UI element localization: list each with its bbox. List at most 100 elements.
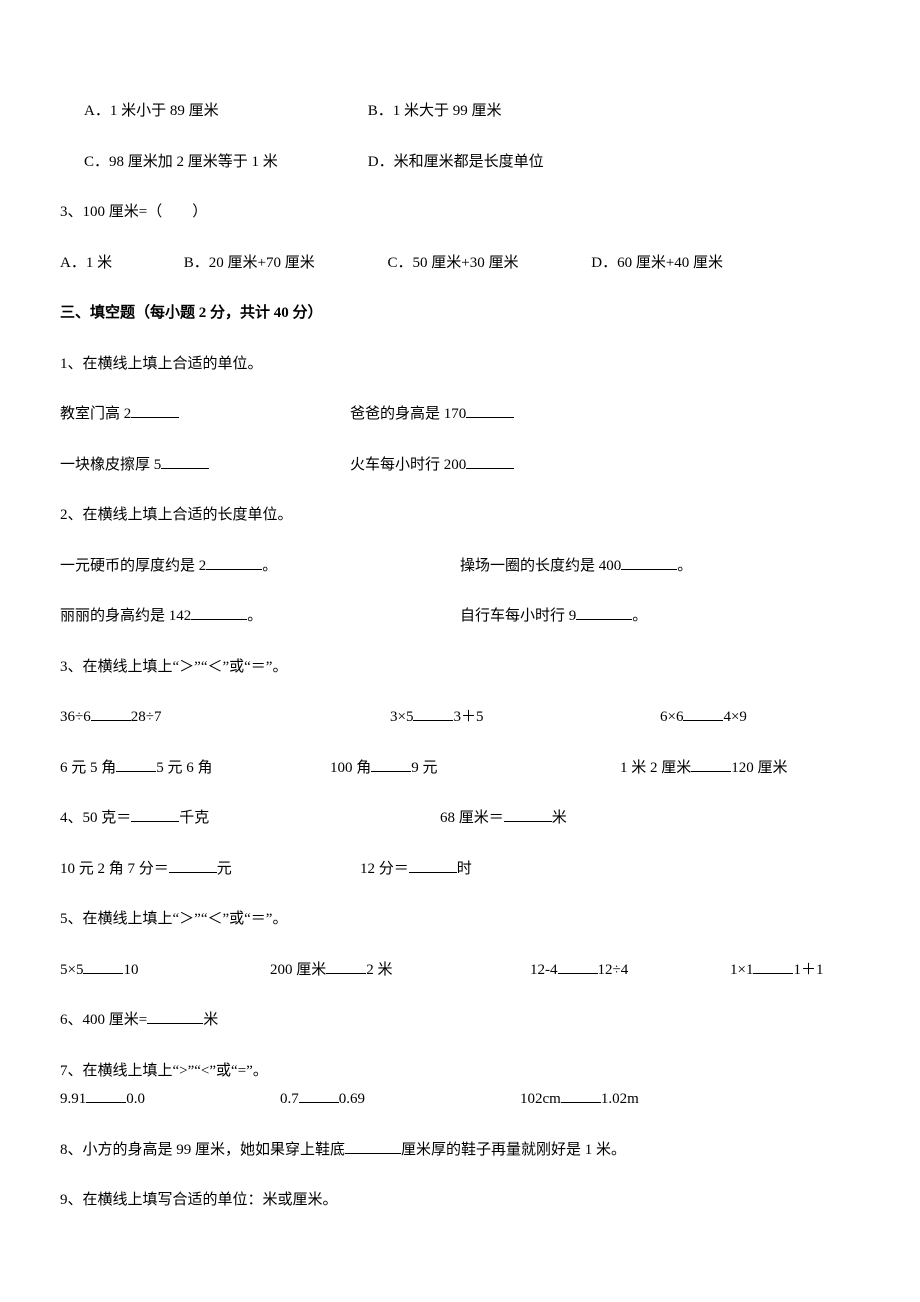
s3-q4-c-pre: 10 元 2 角 7 分＝ <box>60 861 169 877</box>
s3-q5-stem: 5、在横线上填上“＞”“＜”或“＝”。 <box>60 908 860 931</box>
s3-q1-a: 教室门高 2 <box>60 406 131 422</box>
s3-q3-e-post: 9 元 <box>411 760 437 776</box>
s3-q4-d-post: 时 <box>457 861 472 877</box>
q3-option-a: A．1 米 <box>60 252 180 275</box>
s3-q3-row1: 36÷6 28÷7 3×5 3＋5 6×6 4×9 <box>60 706 860 729</box>
blank[interactable] <box>147 1009 203 1024</box>
s3-q5-a-post: 10 <box>123 962 138 978</box>
s3-q3-b-pre: 3×5 <box>390 709 413 725</box>
s3-q7-row: 9.91 0.0 0.7 0.69 102cm 1.02m <box>60 1088 860 1111</box>
q2-option-b: B．1 米大于 99 厘米 <box>368 103 502 119</box>
s3-q6: 6、400 厘米=米 <box>60 1009 860 1032</box>
s3-q2-a-post: 。 <box>262 558 277 574</box>
s3-q1-c: 一块橡皮擦厚 5 <box>60 457 161 473</box>
s3-q3-f-pre: 1 米 2 厘米 <box>620 760 691 776</box>
s3-q3-d-pre: 6 元 5 角 <box>60 760 116 776</box>
blank[interactable] <box>345 1139 401 1154</box>
q3-option-d: D．60 厘米+40 厘米 <box>591 255 723 271</box>
s3-q9: 9、在横线上填写合适的单位：米或厘米。 <box>60 1189 860 1212</box>
s3-q5-d-pre: 1×1 <box>730 962 753 978</box>
s3-q5-b-post: 2 米 <box>366 962 392 978</box>
s3-q7-stem: 7、在横线上填上“>”“<”或“=”。 <box>60 1060 860 1083</box>
blank[interactable] <box>691 757 731 772</box>
blank[interactable] <box>206 555 262 570</box>
s3-q6-post: 米 <box>203 1012 218 1028</box>
blank[interactable] <box>504 807 552 822</box>
s3-q7-c-pre: 102cm <box>520 1091 561 1107</box>
s3-q4-row1: 4、50 克＝ 千克 68 厘米＝ 米 <box>60 807 860 830</box>
blank[interactable] <box>409 858 457 873</box>
s3-q4-a-post: 千克 <box>179 810 209 826</box>
s3-q3-c-pre: 6×6 <box>660 709 683 725</box>
q2-option-c: C．98 厘米加 2 厘米等于 1 米 <box>84 151 364 174</box>
s3-q8-pre: 8、小方的身高是 99 厘米，她如果穿上鞋底 <box>60 1142 345 1158</box>
q2-option-d: D．米和厘米都是长度单位 <box>368 154 544 170</box>
blank[interactable] <box>91 706 131 721</box>
s3-q3-e-pre: 100 角 <box>330 760 371 776</box>
blank[interactable] <box>753 959 793 974</box>
s3-q4-d-pre: 12 分＝ <box>360 861 409 877</box>
q3-option-b: B．20 厘米+70 厘米 <box>184 252 384 275</box>
blank[interactable] <box>191 605 247 620</box>
blank[interactable] <box>466 403 514 418</box>
s3-q2-row1: 一元硬币的厚度约是 2。 操场一圈的长度约是 400。 <box>60 555 860 578</box>
s3-q4-row2: 10 元 2 角 7 分＝元 12 分＝时 <box>60 858 860 881</box>
blank[interactable] <box>466 454 514 469</box>
s3-q5-row: 5×510 200 厘米2 米 12-412÷4 1×11＋1 <box>60 959 860 982</box>
blank[interactable] <box>131 403 179 418</box>
s3-q4-a-pre: 4、50 克＝ <box>60 810 131 826</box>
s3-q5-d-post: 1＋1 <box>793 962 823 978</box>
q3-options: A．1 米 B．20 厘米+70 厘米 C．50 厘米+30 厘米 D．60 厘… <box>60 252 860 275</box>
s3-q7-a-pre: 9.91 <box>60 1091 86 1107</box>
blank[interactable] <box>371 757 411 772</box>
s3-q3-b-post: 3＋5 <box>453 709 483 725</box>
blank[interactable] <box>683 706 723 721</box>
s3-q3-f-post: 120 厘米 <box>731 760 787 776</box>
s3-q8: 8、小方的身高是 99 厘米，她如果穿上鞋底厘米厚的鞋子再量就刚好是 1 米。 <box>60 1139 860 1162</box>
s3-q5-c-post: 12÷4 <box>598 962 629 978</box>
s3-q1-b: 爸爸的身高是 170 <box>350 406 466 422</box>
blank[interactable] <box>299 1088 339 1103</box>
blank[interactable] <box>621 555 677 570</box>
blank[interactable] <box>558 959 598 974</box>
s3-q3-row2: 6 元 5 角 5 元 6 角 100 角 9 元 1 米 2 厘米 120 厘米 <box>60 757 860 780</box>
q2-options-row2: C．98 厘米加 2 厘米等于 1 米 D．米和厘米都是长度单位 <box>60 151 860 174</box>
q2-options-row1: A．1 米小于 89 厘米 B．1 米大于 99 厘米 <box>60 100 860 123</box>
s3-q4-b-pre: 68 厘米＝ <box>440 810 504 826</box>
q2-option-a: A．1 米小于 89 厘米 <box>84 100 364 123</box>
s3-q5-b-pre: 200 厘米 <box>270 962 326 978</box>
s3-q4-b-post: 米 <box>552 810 567 826</box>
q3-option-c: C．50 厘米+30 厘米 <box>388 252 588 275</box>
s3-q5-c-pre: 12-4 <box>530 962 558 978</box>
blank[interactable] <box>326 959 366 974</box>
s3-q7-c-post: 1.02m <box>601 1091 639 1107</box>
blank[interactable] <box>116 757 156 772</box>
s3-q3-stem: 3、在横线上填上“＞”“＜”或“＝”。 <box>60 656 860 679</box>
s3-q2-d-pre: 自行车每小时行 9 <box>460 608 576 624</box>
blank[interactable] <box>561 1088 601 1103</box>
blank[interactable] <box>83 959 123 974</box>
s3-q2-c-pre: 丽丽的身高约是 142 <box>60 608 191 624</box>
blank[interactable] <box>576 605 632 620</box>
s3-q3-a-post: 28÷7 <box>131 709 162 725</box>
blank[interactable] <box>86 1088 126 1103</box>
s3-q3-c-post: 4×9 <box>723 709 746 725</box>
blank[interactable] <box>161 454 209 469</box>
s3-q1-row1: 教室门高 2 爸爸的身高是 170 <box>60 403 860 426</box>
s3-q3-d-post: 5 元 6 角 <box>156 760 212 776</box>
s3-q7-b-post: 0.69 <box>339 1091 365 1107</box>
blank[interactable] <box>131 807 179 822</box>
blank[interactable] <box>169 858 217 873</box>
s3-q7-a-post: 0.0 <box>126 1091 145 1107</box>
s3-q1-stem: 1、在横线上填上合适的单位。 <box>60 353 860 376</box>
s3-q2-a-pre: 一元硬币的厚度约是 2 <box>60 558 206 574</box>
q3-stem: 3、100 厘米=（ ） <box>60 201 860 224</box>
s3-q2-stem: 2、在横线上填上合适的长度单位。 <box>60 504 860 527</box>
s3-q2-b-post: 。 <box>677 558 692 574</box>
s3-q7-group: 7、在横线上填上“>”“<”或“=”。 9.91 0.0 0.7 0.69 102c… <box>60 1060 860 1111</box>
s3-q2-c-post: 。 <box>247 608 262 624</box>
s3-q7-b-pre: 0.7 <box>280 1091 299 1107</box>
blank[interactable] <box>413 706 453 721</box>
s3-q3-a-pre: 36÷6 <box>60 709 91 725</box>
section3-title: 三、填空题（每小题 2 分，共计 40 分） <box>60 302 860 325</box>
